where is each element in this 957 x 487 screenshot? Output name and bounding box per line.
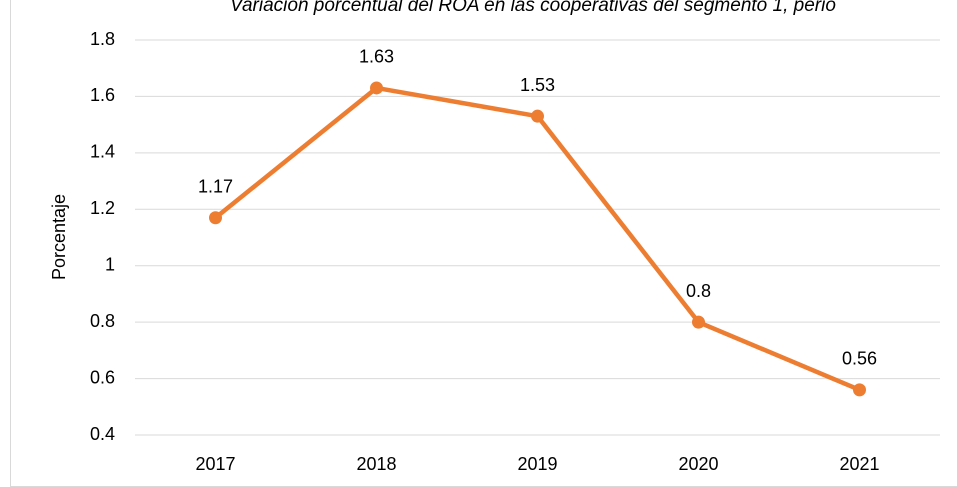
x-tick-label: 2017 bbox=[195, 454, 235, 474]
y-tick-label: 0.6 bbox=[90, 367, 115, 387]
y-tick-label: 1 bbox=[105, 254, 115, 274]
y-axis-label: Porcentaje bbox=[49, 194, 69, 280]
y-tick-label: 1.4 bbox=[90, 142, 115, 162]
data-label: 1.17 bbox=[198, 177, 233, 197]
x-tick-label: 2018 bbox=[356, 454, 396, 474]
y-tick-label: 0.8 bbox=[90, 311, 115, 331]
line-series bbox=[214, 85, 861, 392]
y-tick-label: 0.4 bbox=[90, 424, 115, 444]
data-label: 0.56 bbox=[842, 349, 877, 369]
y-tick-label: 1.2 bbox=[90, 198, 115, 218]
data-label: 1.53 bbox=[520, 75, 555, 95]
x-tick-label: 2020 bbox=[678, 454, 718, 474]
data-point bbox=[692, 315, 705, 329]
data-label: 1.63 bbox=[359, 47, 394, 67]
x-tick-label: 2021 bbox=[839, 454, 879, 474]
data-point bbox=[209, 211, 222, 225]
data-point bbox=[370, 81, 383, 95]
y-tick-label: 1.6 bbox=[90, 85, 115, 105]
data-label: 0.8 bbox=[686, 281, 711, 301]
x-tick-label: 2019 bbox=[517, 454, 557, 474]
data-point bbox=[531, 109, 544, 123]
chart-title: Variación porcentual del ROA en las coop… bbox=[230, 0, 836, 16]
chart-frame bbox=[10, 0, 957, 487]
y-tick-label: 1.8 bbox=[90, 29, 115, 49]
data-point bbox=[853, 383, 866, 397]
